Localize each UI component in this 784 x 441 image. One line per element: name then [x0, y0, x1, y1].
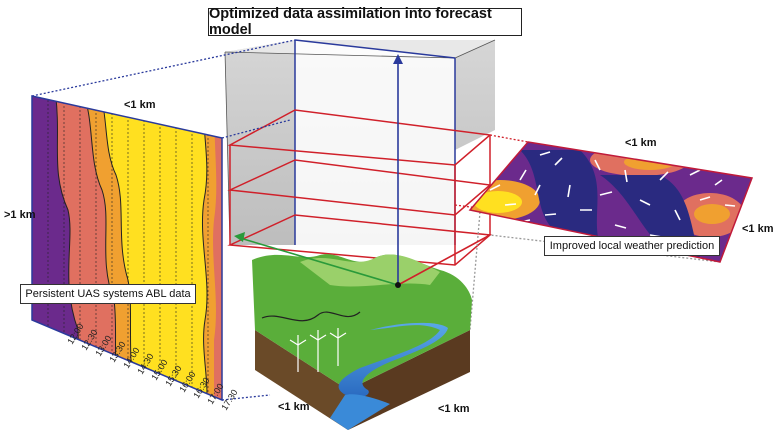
left-top-dimension: <1 km	[124, 99, 156, 111]
dimension-labels: <1 km >1 km <1 km <1 km <1 km <1 km	[4, 99, 774, 415]
terrain-left-dimension: <1 km	[278, 401, 310, 413]
connector-lines	[31, 39, 721, 401]
left-side-dimension: >1 km	[4, 209, 36, 221]
right-top-dimension: <1 km	[625, 137, 657, 149]
data-flow-arrows	[234, 54, 491, 288]
terrain-right-dimension: <1 km	[438, 403, 470, 415]
weather-prediction-label: Improved local weather prediction	[544, 236, 720, 256]
diagram-title: Optimized data assimilation into forecas…	[208, 6, 522, 38]
model-column	[224, 39, 496, 246]
right-side-dimension: <1 km	[742, 223, 774, 235]
terrain-block	[252, 254, 472, 430]
uas-data-label: Persistent UAS systems ABL data	[20, 284, 196, 304]
